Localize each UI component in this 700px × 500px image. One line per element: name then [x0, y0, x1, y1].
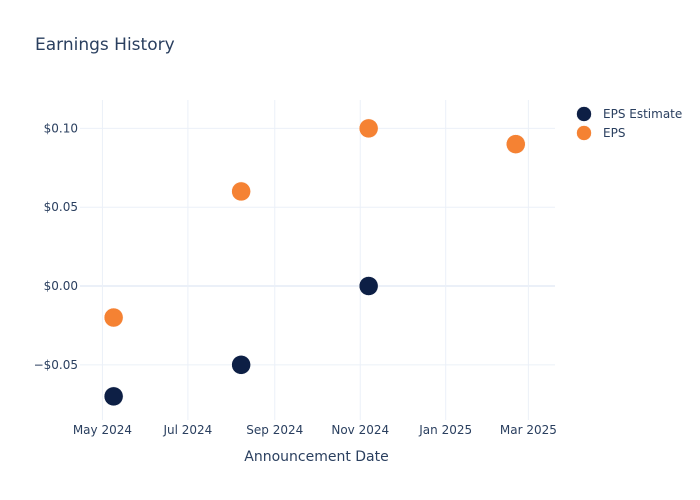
y-axis-ticks: −$0.05 $0.00 $0.05 $0.10	[34, 121, 78, 371]
legend-item[interactable]: EPS	[576, 125, 626, 141]
legend-item[interactable]: EPS Estimate	[576, 106, 683, 122]
x-tick-label: Nov 2024	[331, 423, 389, 437]
y-tick-label: $0.00	[44, 279, 78, 293]
legend-marker	[576, 125, 592, 141]
x-tick-label: Sep 2024	[246, 423, 303, 437]
legend[interactable]: EPS Estimate EPS	[576, 106, 683, 141]
data-point[interactable]	[358, 276, 379, 296]
x-tick-label: Jan 2025	[418, 423, 472, 437]
y-tick-label: $0.10	[44, 121, 78, 135]
legend-marker	[576, 106, 592, 122]
series-eps	[103, 118, 526, 328]
x-tick-label: Mar 2025	[500, 423, 557, 437]
grid-layer	[80, 100, 555, 420]
y-tick-label: $0.05	[44, 200, 78, 214]
data-point[interactable]	[506, 134, 526, 154]
data-point[interactable]	[231, 355, 251, 375]
legend-label: EPS	[603, 126, 625, 140]
x-tick-label: May 2024	[73, 423, 132, 437]
data-point[interactable]	[231, 181, 251, 202]
data-points	[103, 118, 526, 407]
x-axis-title: Announcement Date	[244, 449, 388, 465]
y-tick-label: −$0.05	[34, 358, 78, 372]
chart-title: Earnings History	[35, 35, 175, 55]
data-point[interactable]	[358, 118, 379, 139]
data-point[interactable]	[103, 386, 124, 407]
x-axis-ticks: May 2024 Jul 2024 Sep 2024 Nov 2024 Jan 2025…	[73, 423, 557, 437]
data-point[interactable]	[103, 307, 124, 328]
legend-label: EPS Estimate	[603, 107, 682, 121]
x-tick-label: Jul 2024	[162, 423, 212, 437]
